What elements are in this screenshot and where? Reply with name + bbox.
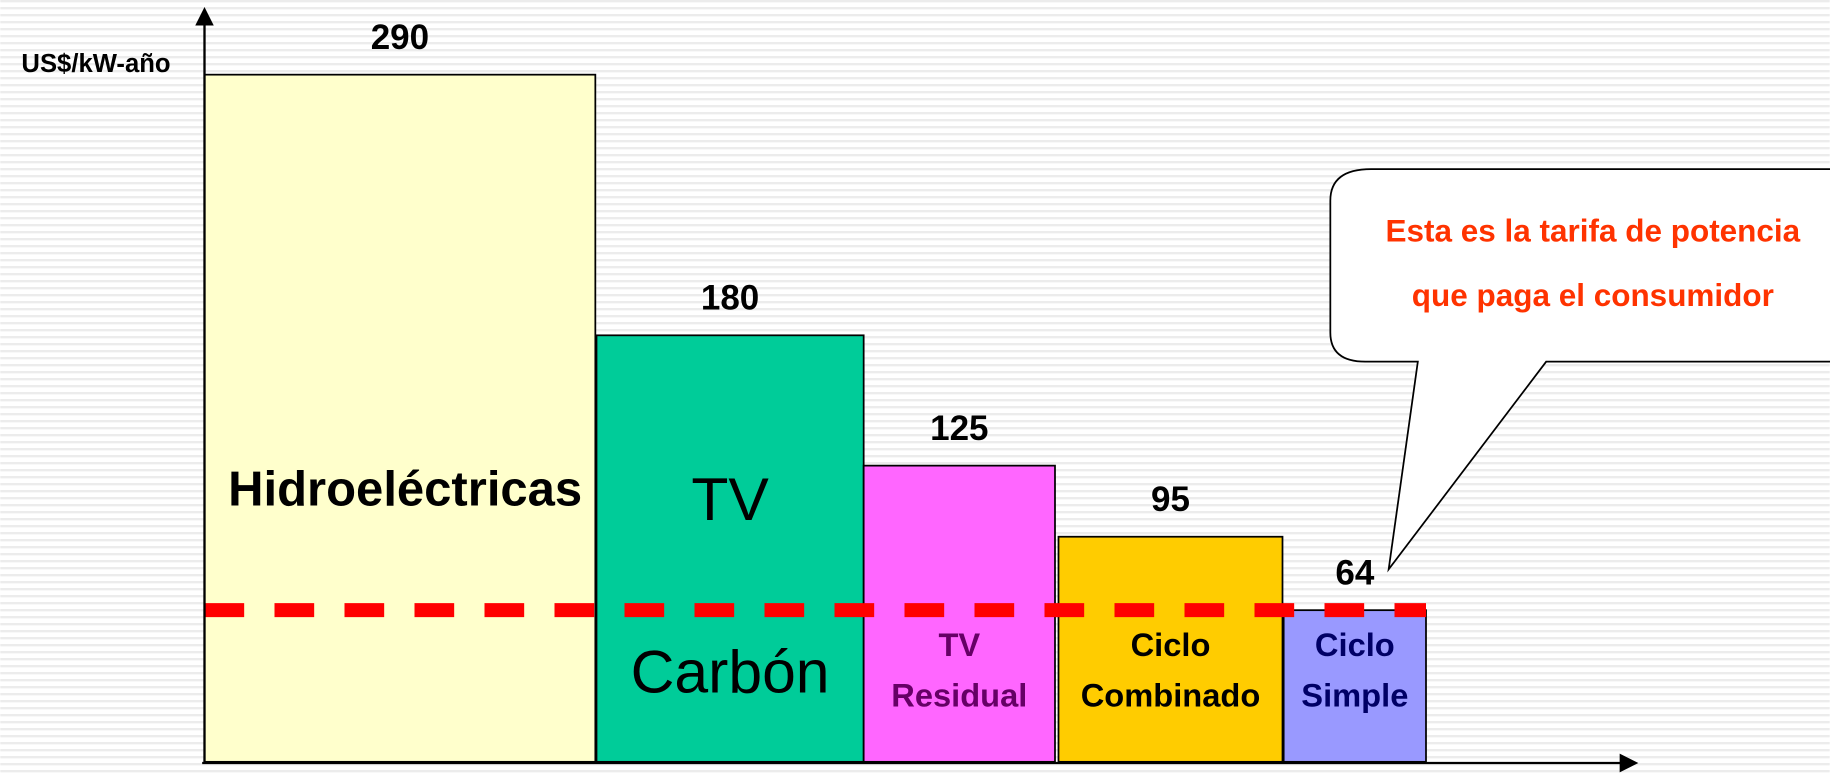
category-label: Combinado: [1081, 676, 1261, 713]
value-label: 95: [1151, 480, 1190, 519]
bar: [595, 334, 865, 763]
category-label: Carbón: [631, 638, 830, 706]
y-axis-label: US$/kW-año: [21, 50, 170, 78]
category-label: Ciclo: [1131, 626, 1211, 663]
category-label: TV: [691, 465, 769, 533]
value-label: 290: [371, 18, 429, 57]
annotation-line: que paga el consumidor: [1412, 277, 1774, 313]
category-label: Residual: [891, 676, 1027, 713]
category-label: Hidroeléctricas: [228, 462, 582, 516]
category-label: TV: [938, 626, 980, 663]
annotation-line: Esta es la tarifa de potencia: [1385, 213, 1800, 249]
value-label: 64: [1335, 553, 1374, 592]
category-label: Simple: [1301, 676, 1408, 713]
bar: [1282, 609, 1427, 763]
category-label: Ciclo: [1315, 626, 1395, 663]
value-label: 125: [930, 409, 988, 448]
bar: [203, 73, 597, 763]
bar: [862, 464, 1056, 763]
plot: 290 Hidroeléctricas 180 TV Carbón 125 TV Residu…: [203, 18, 1427, 763]
value-label: 180: [701, 279, 759, 318]
callout: [1329, 168, 1830, 573]
bar: [1057, 535, 1284, 763]
